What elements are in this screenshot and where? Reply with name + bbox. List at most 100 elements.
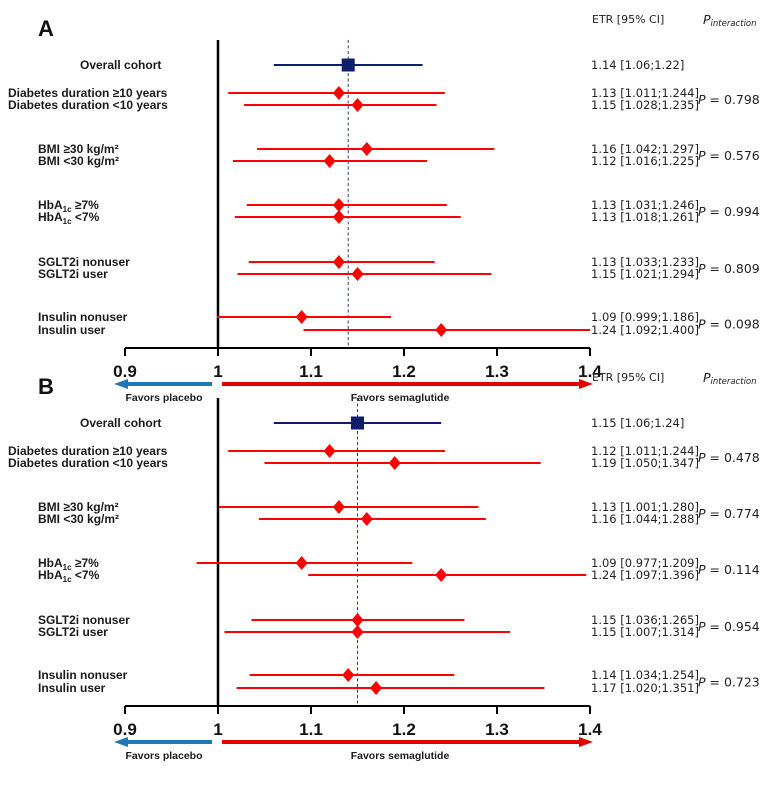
etr-value: 1.09 [0.977;1.209] bbox=[591, 556, 699, 570]
row-label: Diabetes duration <10 years bbox=[8, 456, 168, 470]
favors-placebo-label: Favors placebo bbox=[125, 750, 202, 762]
forest-row: Diabetes duration <10 years 1.15 [1.028;1… bbox=[8, 98, 699, 112]
x-tick-label: 1.4 bbox=[578, 362, 602, 381]
forest-row: Insulin nonuser 1.09 [0.999;1.186] P = 0.0… bbox=[38, 310, 760, 332]
x-tick-label: 1.3 bbox=[485, 720, 509, 739]
etr-header: ETR [95% CI] bbox=[592, 371, 664, 384]
etr-value: 1.17 [1.020;1.351] bbox=[591, 681, 699, 695]
row-label: HbA1c ≥7% bbox=[38, 556, 99, 572]
etr-value: 1.13 [1.031;1.246] bbox=[591, 198, 699, 212]
p-interaction-value: P = 0.994 bbox=[698, 204, 760, 219]
point-estimate-diamond bbox=[332, 210, 345, 224]
favors-semaglutide-arrowhead bbox=[579, 379, 593, 389]
row-label: SGLT2i user bbox=[38, 625, 108, 639]
x-tick-label: 1.2 bbox=[392, 362, 416, 381]
favors-semaglutide-arrowhead bbox=[579, 737, 593, 747]
row-label: Insulin user bbox=[38, 681, 106, 695]
forest-row: Overall cohort 1.14 [1.06;1.22] bbox=[80, 58, 684, 72]
x-tick-label: 0.9 bbox=[113, 720, 137, 739]
point-estimate-diamond bbox=[332, 500, 345, 514]
point-estimate-diamond bbox=[351, 625, 364, 639]
point-estimate-diamond bbox=[323, 154, 336, 168]
row-label: Overall cohort bbox=[80, 416, 161, 430]
row-label: SGLT2i user bbox=[38, 267, 108, 281]
p-interaction-value: P = 0.723 bbox=[698, 675, 760, 690]
x-tick-label: 1.2 bbox=[392, 720, 416, 739]
etr-value: 1.19 [1.050;1.347] bbox=[591, 456, 699, 470]
x-tick-label: 1.4 bbox=[578, 720, 602, 739]
row-label: Diabetes duration ≥10 years bbox=[8, 86, 168, 100]
panel-label: A bbox=[38, 16, 54, 41]
row-label: Diabetes duration <10 years bbox=[8, 98, 168, 112]
p-interaction-value: P = 0.798 bbox=[698, 92, 760, 107]
point-estimate-square bbox=[351, 416, 364, 430]
point-estimate-diamond bbox=[351, 98, 364, 112]
forest-row: HbA1c <7% 1.24 [1.097;1.396] bbox=[38, 568, 699, 584]
favors-semaglutide-label: Favors semaglutide bbox=[351, 750, 450, 762]
p-interaction-header: Pinteraction bbox=[703, 12, 757, 29]
forest-row: Diabetes duration <10 years 1.19 [1.050;1… bbox=[8, 456, 699, 470]
forest-row: Diabetes duration ≥10 years 1.12 [1.011;1… bbox=[8, 444, 760, 465]
point-estimate-diamond bbox=[332, 86, 345, 100]
row-label: HbA1c ≥7% bbox=[38, 198, 99, 214]
p-interaction-value: P = 0.478 bbox=[698, 450, 760, 465]
etr-value: 1.15 [1.007;1.314] bbox=[591, 625, 699, 639]
forest-row: SGLT2i user 1.15 [1.021;1.294] bbox=[38, 267, 699, 281]
forest-row: HbA1c ≥7% 1.09 [0.977;1.209] P = 0.114 bbox=[38, 556, 760, 577]
p-interaction-value: P = 0.098 bbox=[698, 317, 760, 332]
etr-value: 1.24 [1.092;1.400] bbox=[591, 323, 699, 337]
etr-value: 1.15 [1.036;1.265] bbox=[591, 613, 699, 627]
etr-value: 1.24 [1.097;1.396] bbox=[591, 568, 699, 582]
point-estimate-diamond bbox=[332, 198, 345, 212]
favors-placebo-arrowhead bbox=[114, 737, 128, 747]
point-estimate-square bbox=[341, 58, 355, 72]
point-estimate-diamond bbox=[295, 556, 308, 570]
etr-value: 1.13 [1.011;1.244] bbox=[591, 86, 699, 100]
x-tick-label: 1.1 bbox=[299, 362, 323, 381]
forest-row: BMI ≥30 kg/m² 1.13 [1.001;1.280] P = 0.774 bbox=[38, 500, 760, 521]
x-tick-label: 0.9 bbox=[113, 362, 137, 381]
etr-value: 1.09 [0.999;1.186] bbox=[591, 310, 699, 324]
point-estimate-diamond bbox=[332, 255, 345, 269]
forest-row: BMI <30 kg/m² 1.16 [1.044;1.288] bbox=[38, 512, 699, 526]
p-interaction-header: Pinteraction bbox=[703, 370, 757, 387]
forest-row: HbA1c ≥7% 1.13 [1.031;1.246] P = 0.994 bbox=[38, 198, 760, 219]
row-label: Insulin nonuser bbox=[38, 310, 128, 324]
panel-label: B bbox=[38, 374, 54, 399]
point-estimate-diamond bbox=[342, 668, 355, 682]
etr-value: 1.15 [1.028;1.235] bbox=[591, 98, 699, 112]
row-label: Overall cohort bbox=[80, 58, 161, 72]
point-estimate-diamond bbox=[360, 142, 373, 156]
row-label: SGLT2i nonuser bbox=[38, 613, 130, 627]
etr-value: 1.15 [1.06;1.24] bbox=[591, 416, 684, 430]
point-estimate-diamond bbox=[360, 512, 373, 526]
row-label: Insulin user bbox=[38, 323, 106, 337]
forest-row: Insulin user 1.24 [1.092;1.400] bbox=[38, 323, 699, 337]
forest-row: SGLT2i nonuser 1.15 [1.036;1.265] P = 0.95… bbox=[38, 613, 760, 634]
point-estimate-diamond bbox=[351, 613, 364, 627]
favors-placebo-label: Favors placebo bbox=[125, 392, 202, 404]
row-label: BMI <30 kg/m² bbox=[38, 154, 119, 168]
row-label: BMI ≥30 kg/m² bbox=[38, 500, 119, 514]
etr-value: 1.15 [1.021;1.294] bbox=[591, 267, 699, 281]
row-label: Diabetes duration ≥10 years bbox=[8, 444, 168, 458]
point-estimate-diamond bbox=[435, 568, 448, 582]
favors-placebo-arrowhead bbox=[114, 379, 128, 389]
forest-row: HbA1c <7% 1.13 [1.018;1.261] bbox=[38, 210, 699, 226]
row-label: SGLT2i nonuser bbox=[38, 255, 130, 269]
point-estimate-diamond bbox=[295, 310, 308, 324]
forest-row: Insulin user 1.17 [1.020;1.351] bbox=[38, 681, 699, 695]
x-tick-label: 1 bbox=[213, 362, 222, 381]
etr-value: 1.16 [1.044;1.288] bbox=[591, 512, 699, 526]
forest-row: Insulin nonuser 1.14 [1.034;1.254] P = 0.7… bbox=[38, 668, 760, 690]
forest-panel-a: A ETR [95% CI] Pinteraction Overall cohort 1… bbox=[8, 12, 760, 404]
row-label: HbA1c <7% bbox=[38, 568, 100, 584]
p-interaction-value: P = 0.774 bbox=[698, 506, 760, 521]
etr-value: 1.12 [1.016;1.225] bbox=[591, 154, 699, 168]
forest-row: BMI <30 kg/m² 1.12 [1.016;1.225] bbox=[38, 154, 699, 168]
forest-row: BMI ≥30 kg/m² 1.16 [1.042;1.297] P = 0.576 bbox=[38, 142, 760, 163]
point-estimate-diamond bbox=[351, 267, 364, 281]
etr-value: 1.13 [1.001;1.280] bbox=[591, 500, 699, 514]
p-interaction-value: P = 0.809 bbox=[698, 261, 760, 276]
row-label: BMI <30 kg/m² bbox=[38, 512, 119, 526]
